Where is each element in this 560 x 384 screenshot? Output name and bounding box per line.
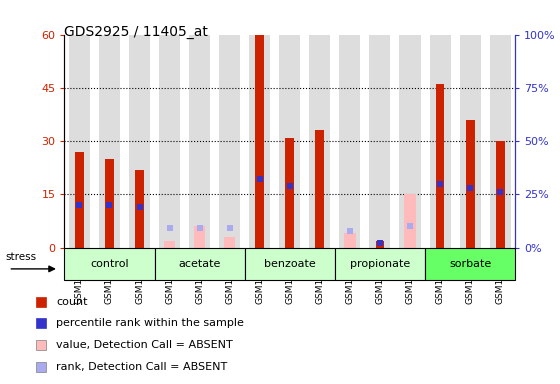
Text: propionate: propionate xyxy=(350,259,410,269)
Bar xyxy=(245,248,335,280)
Bar xyxy=(425,248,515,280)
Bar xyxy=(189,35,210,248)
Text: control: control xyxy=(90,259,129,269)
Text: rank, Detection Call = ABSENT: rank, Detection Call = ABSENT xyxy=(57,362,227,372)
Bar xyxy=(129,35,150,248)
Bar xyxy=(344,233,356,248)
Bar xyxy=(224,237,235,248)
Bar xyxy=(219,35,240,248)
Bar xyxy=(460,35,480,248)
Bar xyxy=(404,194,416,248)
Bar xyxy=(496,141,505,248)
Bar xyxy=(249,35,270,248)
Text: benzoate: benzoate xyxy=(264,259,316,269)
Bar xyxy=(370,35,390,248)
Text: percentile rank within the sample: percentile rank within the sample xyxy=(57,318,244,328)
Bar xyxy=(339,35,361,248)
Text: stress: stress xyxy=(6,252,37,262)
Bar xyxy=(430,35,451,248)
Text: count: count xyxy=(57,297,88,307)
Text: sorbate: sorbate xyxy=(449,259,491,269)
Bar xyxy=(64,248,155,280)
Bar xyxy=(255,35,264,248)
Text: GDS2925 / 11405_at: GDS2925 / 11405_at xyxy=(64,25,208,39)
Bar xyxy=(315,131,324,248)
Bar xyxy=(99,35,120,248)
Bar xyxy=(135,170,144,248)
Bar xyxy=(75,152,84,248)
Bar xyxy=(335,248,425,280)
Bar xyxy=(164,240,175,248)
Bar xyxy=(489,35,511,248)
Bar xyxy=(194,227,206,248)
Bar xyxy=(376,240,384,248)
Bar xyxy=(105,159,114,248)
Bar xyxy=(279,35,300,248)
Bar xyxy=(466,120,474,248)
Bar xyxy=(286,137,294,248)
Bar xyxy=(309,35,330,248)
Text: value, Detection Call = ABSENT: value, Detection Call = ABSENT xyxy=(57,340,233,350)
Bar xyxy=(69,35,90,248)
Bar xyxy=(436,84,445,248)
Text: acetate: acetate xyxy=(179,259,221,269)
Bar xyxy=(155,248,245,280)
Bar xyxy=(399,35,421,248)
Bar xyxy=(159,35,180,248)
